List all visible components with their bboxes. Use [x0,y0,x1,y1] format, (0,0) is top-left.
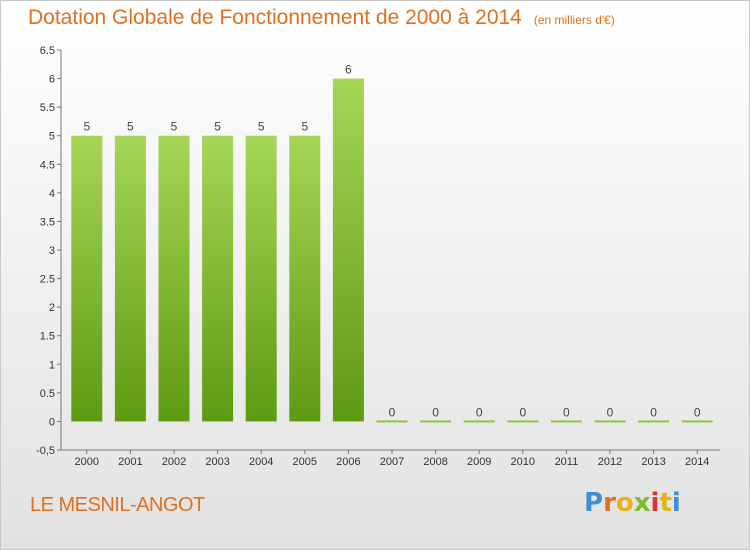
logo-letter: P [584,488,604,518]
y-tick-label: 0.5 [40,388,55,400]
bar [245,135,277,422]
logo-letter: x [633,488,651,518]
logo-letter: r [603,488,616,518]
y-tick-label: -0,5 [36,445,55,457]
bar-zero [681,420,713,423]
x-tick-label: 2001 [118,456,142,468]
chart-unit: (en milliers d'€) [533,13,615,27]
y-tick-label: 1.5 [40,331,55,343]
x-tick-label: 2005 [293,456,317,468]
x-tick-label: 2007 [380,456,404,468]
y-tick-label: 6.5 [40,45,55,57]
value-label: 5 [83,120,90,134]
bar-zero [420,420,452,423]
value-label: 5 [214,120,221,134]
bar-zero [507,420,539,423]
bar-zero [376,420,408,423]
value-label: 5 [258,120,265,134]
x-tick-label: 2013 [641,456,665,468]
x-tick-label: 2002 [162,456,186,468]
y-tick-label: 0 [49,416,55,428]
y-tick-label: 2.5 [40,274,55,286]
bar-zero [550,420,582,423]
bar [289,135,321,422]
y-tick-label: 3.5 [40,216,55,228]
y-tick-label: 5 [49,131,55,143]
value-label: 0 [432,405,439,419]
bar-zero [463,420,495,423]
x-tick-label: 2000 [75,456,99,468]
x-tick-label: 2012 [598,456,622,468]
value-label: 5 [171,120,178,134]
y-tick-label: 5.5 [40,102,55,114]
value-label: 0 [519,405,526,419]
value-label: 6 [345,63,352,77]
labels: 5 5 5 5 5 5 6 0 0 0 0 0 0 0 0 [83,63,700,420]
value-label: 5 [301,120,308,134]
x-tick-label: 2014 [685,456,709,468]
logo-letter: i [671,488,681,518]
bar [332,78,364,422]
y-tick-label: 1 [49,359,55,371]
y-tick-label: 6 [49,74,55,86]
x-tick-label: 2011 [555,456,579,468]
value-label: 0 [694,405,701,419]
proxiti-logo: Proxiti [584,488,681,518]
commune-name: LE MESNIL-ANGOT [30,494,205,516]
logo-letter: i [650,488,660,518]
x-tick-label: 2010 [511,456,535,468]
y-tick-label: 4 [49,188,55,200]
bar [114,135,146,422]
value-label: 0 [650,405,657,419]
logo-letter: o [615,488,634,518]
chart-title: Dotation Globale de Fonctionnement de 20… [28,6,522,29]
value-label: 0 [607,405,614,419]
value-label: 0 [563,405,570,419]
value-label: 0 [389,405,396,419]
bar [202,135,234,422]
x-tick-label: 2009 [467,456,491,468]
bar [158,135,190,422]
axes: -0,5 0 0.5 1 1.5 2 2.5 3 3.5 4 4.5 5 5.5 6 6.5 2000 2001… [36,45,720,468]
x-tick-label: 2004 [249,456,273,468]
value-label: 5 [127,120,134,134]
logo-letter: t [659,488,672,518]
value-label: 0 [476,405,483,419]
bar [71,135,103,422]
bar-zero [638,420,670,423]
y-tick-label: 3 [49,245,55,257]
x-tick-label: 2003 [205,456,229,468]
bars [71,78,713,423]
bar-zero [594,420,626,423]
y-tick-label: 4.5 [40,159,55,171]
y-tick-label: 2 [49,302,55,314]
title-row: Dotation Globale de Fonctionnement de 20… [28,6,615,30]
x-tick-label: 2006 [336,456,360,468]
x-tick-label: 2008 [423,456,447,468]
